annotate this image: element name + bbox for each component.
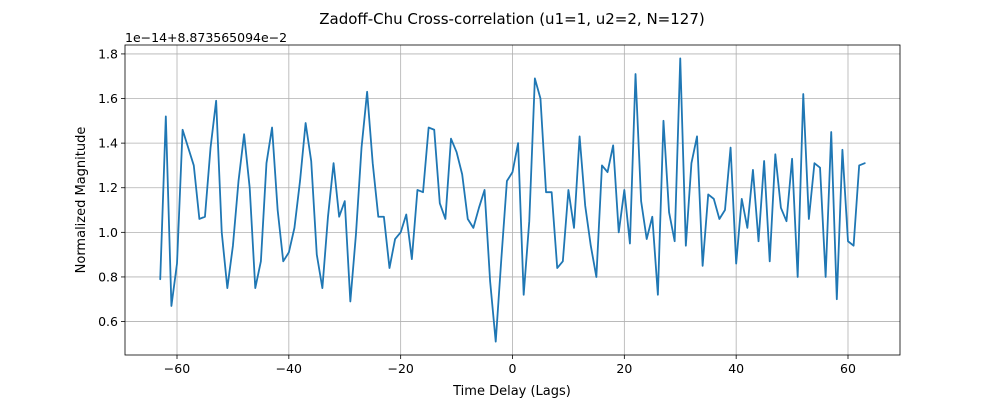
y-tick-label: 0.6 <box>98 314 118 329</box>
axis-ticks: −60 −40 −20 0 20 40 60 0.6 0.8 1.0 1.2 1.4 1.6 1.8 <box>98 46 856 376</box>
y-tick-label: 1.2 <box>98 180 118 195</box>
x-tick-label: 40 <box>728 361 744 376</box>
series-line <box>159 57 866 343</box>
x-tick-label: −40 <box>276 361 302 376</box>
x-tick-label: 60 <box>840 361 856 376</box>
chart-title: Zadoff-Chu Cross-correlation (u1=1, u2=2… <box>319 10 704 28</box>
y-axis-label: Normalized Magnitude <box>74 127 89 274</box>
x-tick-label: 0 <box>509 361 517 376</box>
x-tick-label: 20 <box>616 361 632 376</box>
x-tick-label: −20 <box>387 361 413 376</box>
y-tick-label: 1.6 <box>98 91 118 106</box>
x-axis-label: Time Delay (Lags) <box>452 384 571 399</box>
y-tick-label: 1.4 <box>98 136 118 151</box>
x-tick-label: −60 <box>164 361 190 376</box>
y-axis-offset-label: 1e−14+8.873565094e−2 <box>125 30 287 45</box>
y-tick-label: 1.8 <box>98 46 118 61</box>
y-tick-label: 0.8 <box>98 269 118 284</box>
y-tick-label: 1.0 <box>98 225 118 240</box>
